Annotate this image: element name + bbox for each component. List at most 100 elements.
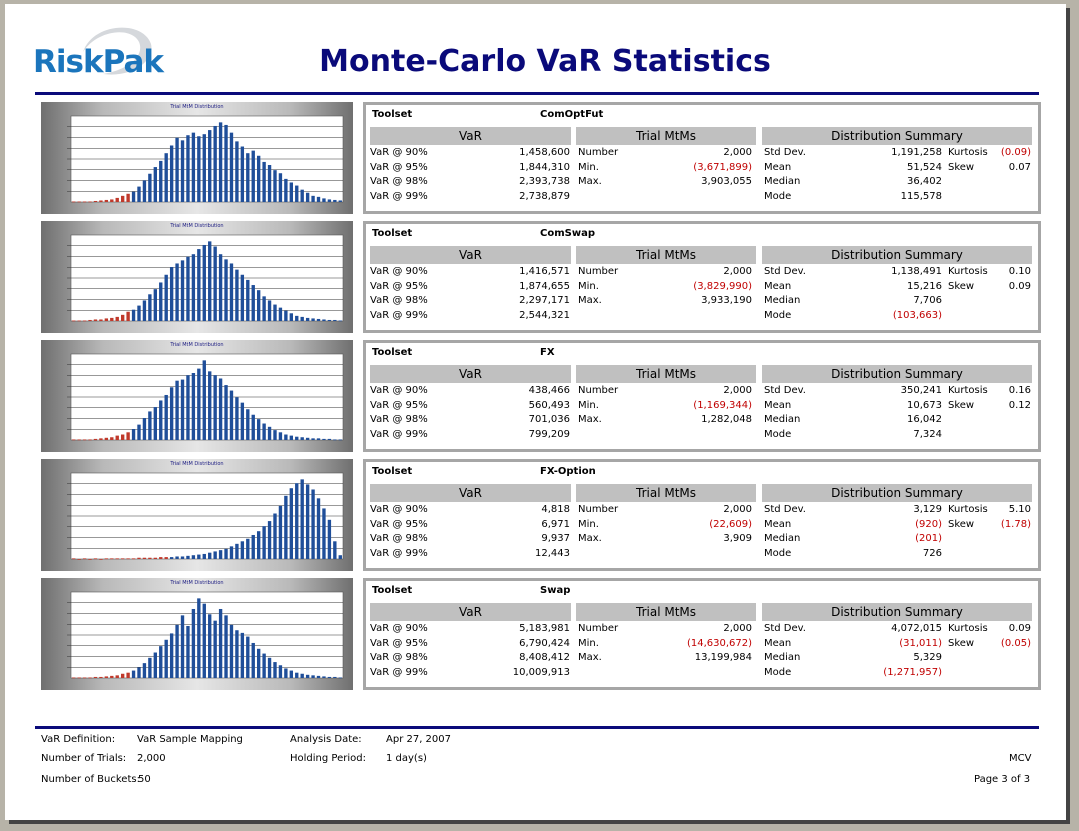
distribution-stat-label: Mode: [764, 310, 791, 321]
distribution-stat-label: Median: [764, 533, 800, 544]
histogram-bar: [306, 318, 309, 321]
histogram-bar: [154, 167, 157, 202]
histogram-bar: [175, 625, 178, 678]
trial-stat-label: Number: [578, 504, 618, 515]
trial-stat-value: (14,630,672): [646, 638, 752, 649]
histogram-bar: [175, 381, 178, 440]
trial-stat-label: Min.: [578, 638, 599, 649]
histogram-bar: [88, 201, 91, 202]
histogram-bar: [268, 300, 271, 321]
histogram-bar: [295, 483, 298, 559]
histogram-bar: [301, 317, 304, 321]
var-value: 799,209: [466, 429, 570, 440]
histogram-bar: [257, 531, 260, 559]
histogram-bar: [137, 425, 140, 440]
toolset-label: Toolset: [372, 466, 412, 477]
histogram-bar: [121, 435, 124, 440]
histogram-bar: [110, 676, 113, 678]
histogram-bar: [230, 133, 233, 202]
histogram-bar: [77, 677, 80, 678]
histogram-bar: [208, 553, 211, 559]
distribution-stat-label: Mode: [764, 429, 791, 440]
toolset-label: Toolset: [372, 585, 412, 596]
var-value: 1,416,571: [466, 266, 570, 277]
histogram-bar: [132, 671, 135, 678]
histogram-bar: [333, 200, 336, 202]
histogram-bar: [94, 319, 97, 321]
histogram-bar: [339, 555, 342, 559]
histogram-bar: [262, 526, 265, 559]
histogram-bar: [197, 136, 200, 202]
histogram-bar: [83, 677, 86, 678]
trial-stat-value: 2,000: [646, 504, 752, 515]
histogram-bar: [192, 133, 195, 202]
stats-panel: Toolset ComSwap VaR Trial MtMs Distribution …: [363, 221, 1041, 333]
histogram-bar: [339, 320, 342, 321]
var-value: 4,818: [466, 504, 570, 515]
toolset-name: FX: [540, 347, 555, 358]
histogram-bar: [295, 437, 298, 440]
distribution-stat-value: 3,129: [846, 504, 942, 515]
histogram-bar: [170, 145, 173, 202]
histogram-bar: [94, 439, 97, 440]
histogram-bar: [219, 254, 222, 321]
histogram-bar: [192, 555, 195, 559]
analysis-date-label: Analysis Date:: [290, 734, 362, 745]
var-level-label: VaR @ 99%: [370, 429, 428, 440]
histogram-bar: [159, 400, 162, 440]
histogram-bar: [311, 196, 314, 202]
trial-stat-label: Min.: [578, 281, 599, 292]
histogram-bar: [328, 677, 331, 678]
histogram-bar: [224, 385, 227, 440]
histogram-bar: [165, 557, 168, 559]
histogram-bar: [311, 438, 314, 440]
histogram-bar: [77, 559, 80, 560]
moment-value: 0.09: [986, 623, 1031, 634]
histogram-bar: [252, 535, 255, 559]
histogram-bar: [72, 677, 75, 678]
distribution-chart: Trial MtM Distribution: [41, 459, 353, 571]
var-value: 12,443: [466, 548, 570, 559]
histogram-bar: [72, 558, 75, 559]
histogram-bar: [170, 387, 173, 440]
histogram-bar: [192, 373, 195, 440]
toolset-label: Toolset: [372, 228, 412, 239]
logo-text: RiskPak: [33, 44, 163, 80]
histogram-bar: [159, 646, 162, 678]
histogram-bar: [284, 435, 287, 440]
histogram-bar: [83, 558, 86, 559]
moment-label: Kurtosis: [948, 504, 988, 515]
stats-panel: Toolset FX-Option VaR Trial MtMs Distributio…: [363, 459, 1041, 571]
histogram-bar: [72, 439, 75, 440]
histogram-bar: [159, 557, 162, 559]
distribution-stat-value: 51,524: [846, 162, 942, 173]
stats-panel: Toolset Swap VaR Trial MtMs Distribution Sum…: [363, 578, 1041, 690]
distribution-stat-value: 5,329: [846, 652, 942, 663]
histogram-bar: [132, 310, 135, 321]
histogram-bar: [181, 380, 184, 440]
var-value: 1,844,310: [466, 162, 570, 173]
histogram-bar: [143, 558, 146, 559]
histogram-bar: [126, 558, 129, 559]
histogram-bar: [246, 409, 249, 440]
toolset-section: Trial MtM Distribution Toolset ComSwap VaR T…: [41, 221, 1041, 333]
distribution-stat-label: Std Dev.: [764, 266, 806, 277]
histogram-bar: [284, 179, 287, 202]
histogram-bar: [268, 658, 271, 678]
var-level-label: VaR @ 98%: [370, 295, 428, 306]
histogram-bar: [197, 369, 200, 440]
var-value: 9,937: [466, 533, 570, 544]
histogram-bar: [121, 558, 124, 559]
histogram-bar: [213, 126, 216, 202]
histogram-bar: [126, 194, 129, 202]
moment-value: 0.09: [986, 281, 1031, 292]
histogram-bar: [235, 397, 238, 440]
moment-label: Kurtosis: [948, 385, 988, 396]
histogram-bar: [197, 555, 200, 559]
histogram-bar: [143, 300, 146, 321]
histogram-bar: [317, 676, 320, 678]
histogram-bar: [181, 556, 184, 559]
number-of-trials-label: Number of Trials:: [41, 753, 126, 764]
distribution-stat-label: Mean: [764, 519, 791, 530]
toolset-section: Trial MtM Distribution Toolset FX-Option Va…: [41, 459, 1041, 571]
